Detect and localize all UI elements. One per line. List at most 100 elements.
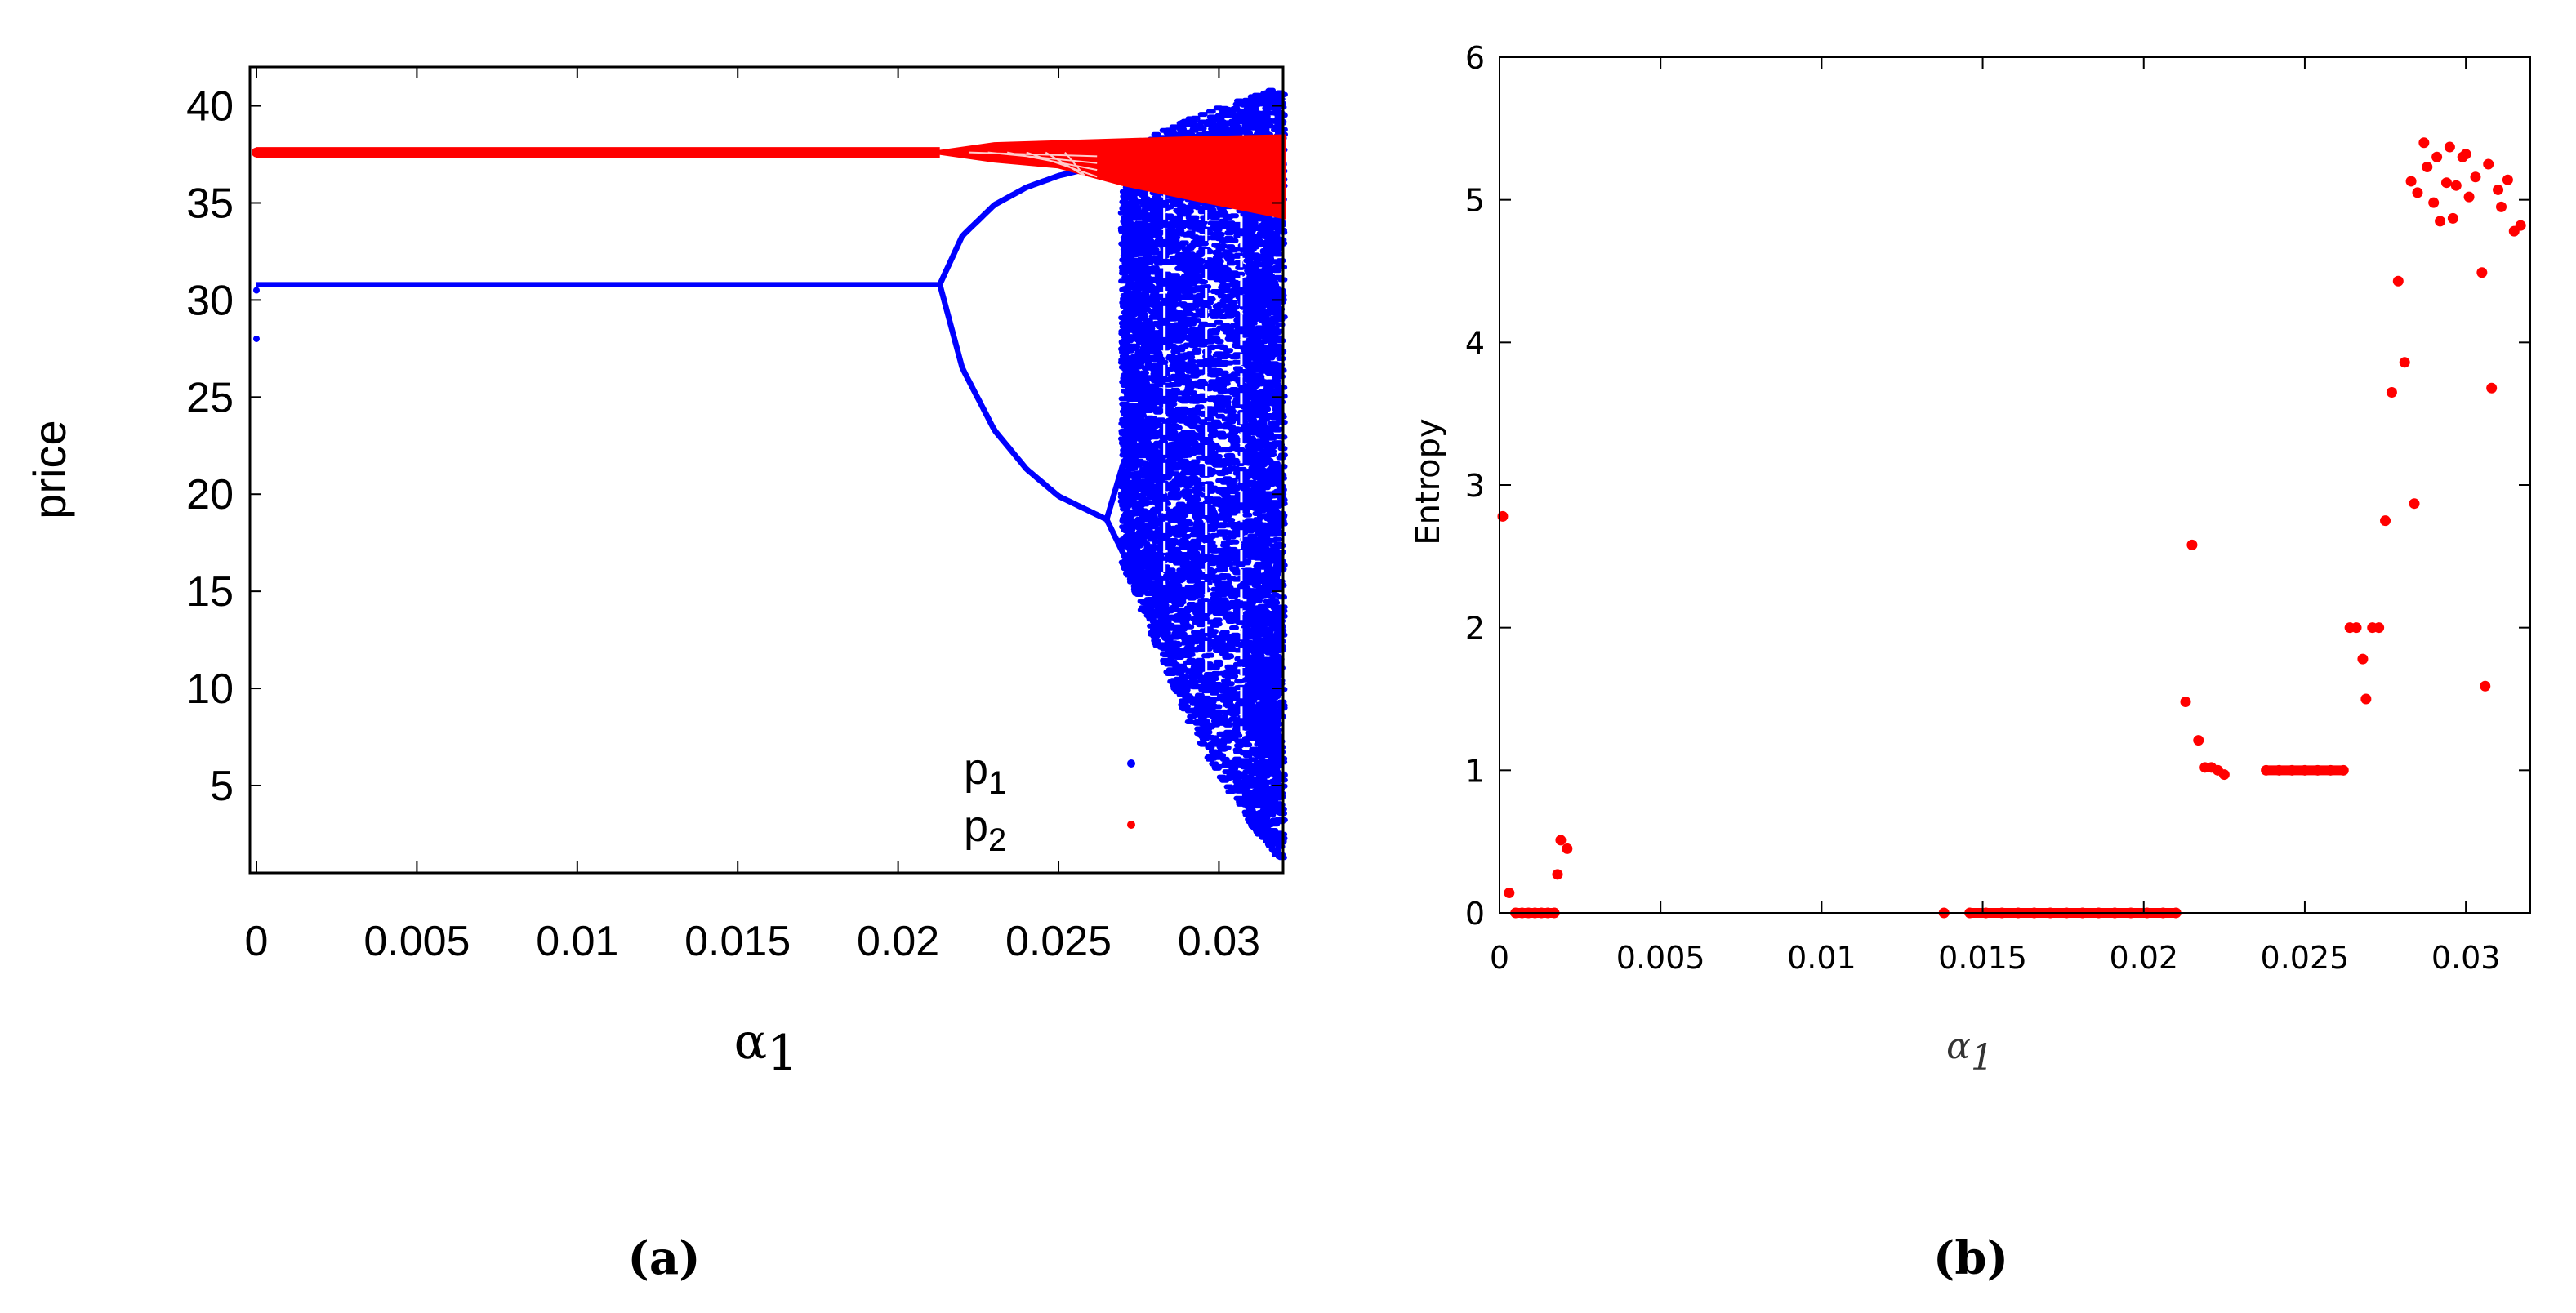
entropy-point xyxy=(2460,149,2471,160)
entropy-point xyxy=(2476,267,2488,278)
panel-b-plot-frame xyxy=(1499,56,2531,914)
legend-p2-name: p xyxy=(964,802,988,851)
entropy-point xyxy=(2412,187,2423,198)
entropy-point xyxy=(2447,212,2458,224)
entropy-point xyxy=(2428,197,2440,208)
panel-a-plot-frame xyxy=(248,65,1285,875)
panel-b-y-tick-label: 1 xyxy=(1465,753,1485,789)
panel-b-y-axis-label: Entropy xyxy=(1410,418,1447,545)
entropy-point xyxy=(2180,696,2191,707)
entropy-point xyxy=(2483,158,2494,170)
entropy-point xyxy=(2351,622,2362,634)
panel-a-data-layer xyxy=(252,87,1288,861)
panel-b-data-layer xyxy=(1497,137,2526,919)
panel-b-x-tick-label: 0.025 xyxy=(2261,940,2350,976)
panel-a-x-tick-label: 0.015 xyxy=(684,918,791,965)
entropy-point xyxy=(2405,176,2417,187)
panel-a-label: (a) xyxy=(627,1231,700,1285)
entropy-point xyxy=(2273,764,2284,776)
entropy-point xyxy=(2486,382,2498,394)
panel-b-x-tick-label: 0.005 xyxy=(1616,940,1705,976)
panel-b-x-tick-label: 0 xyxy=(1490,940,1509,976)
panel-b-y-tick-label: 6 xyxy=(1465,40,1485,76)
entropy-point xyxy=(1552,869,1563,880)
legend-marker-p2 xyxy=(1127,821,1135,829)
p2-initial-point xyxy=(252,147,261,158)
legend-p2-sub: 2 xyxy=(988,822,1006,858)
panel-a-y-axis-label: price xyxy=(24,420,75,519)
panel-a-x-axis-subscript: 1 xyxy=(767,1025,798,1082)
entropy-point xyxy=(2386,386,2397,398)
legend-label-p2: p2 xyxy=(964,802,1006,858)
panel-a-x-tick-label: 0.03 xyxy=(1178,918,1260,965)
entropy-point xyxy=(2261,764,2272,776)
entropy-point xyxy=(2193,735,2204,746)
panel-b-y-tick-label: 3 xyxy=(1465,468,1485,504)
entropy-point xyxy=(1562,843,1573,854)
panel-a-y-tick-label: 20 xyxy=(186,471,234,519)
panel-a-x-tick-label: 0.005 xyxy=(363,918,470,965)
entropy-point xyxy=(2444,141,2455,153)
panel-b-x-axis-subscript: 1 xyxy=(1971,1037,1994,1079)
entropy-point xyxy=(2496,201,2507,212)
p1-period2-upper-branch xyxy=(937,161,1110,287)
entropy-point xyxy=(2480,680,2491,692)
p1-transient-point xyxy=(253,287,260,294)
p2-band-streaks xyxy=(968,151,1098,191)
panel-b-entropy-chart: 0 0.005 0.01 0.015 0.02 0.025 0.03 0 1 2 3 4 5 6 Entr… xyxy=(1410,40,2531,1285)
entropy-point xyxy=(2418,137,2430,149)
entropy-point xyxy=(1504,888,1515,899)
panel-a-ticks: 0 0.005 0.01 0.015 0.02 0.025 0.03 5 10 15 20 25 30 3… xyxy=(186,67,1283,965)
p1-period2-lower-branch xyxy=(937,281,1110,523)
panel-a-y-tick-label: 40 xyxy=(186,83,234,131)
panel-b-x-axis-symbol: α xyxy=(1946,1026,1971,1067)
panel-a-y-tick-label: 35 xyxy=(186,180,234,227)
entropy-point xyxy=(2493,184,2504,195)
panel-a-x-tick-label: 0 xyxy=(245,918,269,965)
entropy-point xyxy=(2286,764,2297,776)
entropy-point xyxy=(2399,357,2410,368)
entropy-point xyxy=(2392,275,2404,287)
entropy-point xyxy=(2324,764,2336,776)
panel-b-x-tick-label: 0.015 xyxy=(1938,940,2027,976)
entropy-point xyxy=(2435,216,2446,227)
panel-b-x-tick-label: 0.01 xyxy=(1787,940,1856,976)
panel-a-y-tick-label: 10 xyxy=(186,665,234,713)
p1-chaotic-scatter xyxy=(1117,88,1288,852)
panel-a-y-tick-label: 25 xyxy=(186,374,234,421)
entropy-point xyxy=(2470,171,2481,183)
panel-a-x-axis-label: α1 xyxy=(734,1013,799,1082)
panel-a-y-tick-label: 30 xyxy=(186,277,234,324)
entropy-point xyxy=(2515,220,2526,231)
panel-b-y-tick-label: 5 xyxy=(1465,183,1485,219)
entropy-point xyxy=(2502,174,2513,185)
panel-a-x-tick-label: 0.025 xyxy=(1005,918,1112,965)
panel-a-y-tick-label: 15 xyxy=(186,568,234,616)
entropy-point xyxy=(2299,764,2311,776)
entropy-point xyxy=(2373,622,2385,634)
panel-b-y-tick-label: 2 xyxy=(1465,611,1485,647)
legend-label-p1: p1 xyxy=(964,745,1006,801)
panel-a-x-tick-label: 0.02 xyxy=(857,918,939,965)
panel-b-label: (b) xyxy=(1933,1231,2008,1285)
entropy-point xyxy=(1555,835,1567,846)
legend-marker-p1 xyxy=(1127,759,1135,768)
panel-a-bifurcation-chart: 0 0.005 0.01 0.015 0.02 0.025 0.03 5 10 15 20 25 30 3… xyxy=(24,65,1288,1285)
panel-b-ticks: 0 0.005 0.01 0.015 0.02 0.025 0.03 0 1 2 3 4 5 6 xyxy=(1465,40,2530,976)
panel-b-x-axis-label: α1 xyxy=(1946,1026,1994,1079)
entropy-point xyxy=(2409,498,2420,510)
entropy-point xyxy=(2360,693,2372,705)
entropy-point xyxy=(2440,177,2452,189)
panel-b-y-tick-label: 4 xyxy=(1465,325,1485,361)
p1-transient-point xyxy=(253,335,260,342)
entropy-point xyxy=(2422,161,2433,172)
panel-b-y-tick-label: 0 xyxy=(1465,896,1485,932)
entropy-point xyxy=(2463,191,2475,203)
panel-a-x-tick-label: 0.01 xyxy=(536,918,618,965)
entropy-point xyxy=(2431,151,2443,162)
entropy-point xyxy=(2186,539,2198,550)
panel-b-x-tick-label: 0.02 xyxy=(2109,940,2178,976)
entropy-point xyxy=(2312,764,2324,776)
panel-a-y-tick-label: 5 xyxy=(210,763,234,810)
